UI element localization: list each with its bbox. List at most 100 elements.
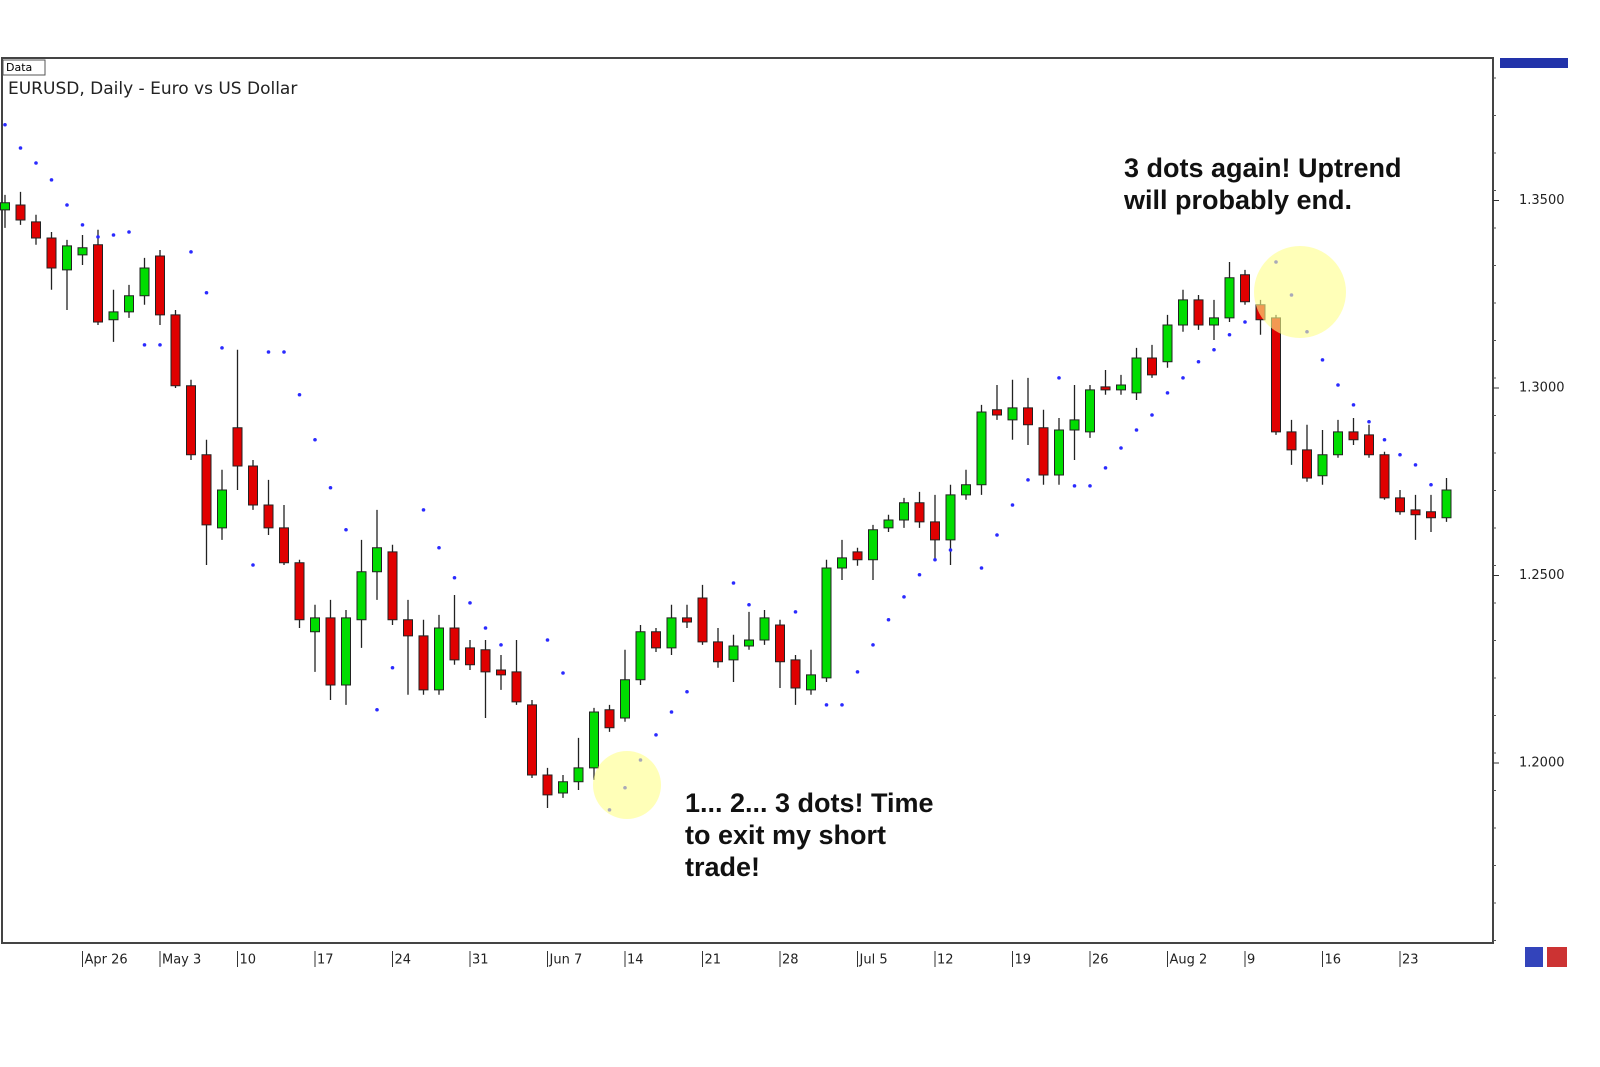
candle-body (170, 314, 181, 387)
sar-dot (1165, 391, 1170, 395)
candle-body (449, 627, 460, 661)
candle-body (728, 645, 739, 661)
sar-dot (933, 557, 937, 562)
candle-body (77, 247, 88, 256)
sar-dot (1119, 446, 1123, 450)
candle-body (604, 709, 615, 729)
sar-dot (189, 250, 193, 254)
sar-dot (1134, 428, 1139, 432)
sar-dot (1181, 376, 1185, 380)
candle-body (744, 639, 754, 647)
sar-dot (793, 610, 798, 614)
sar-dot (855, 670, 860, 674)
sar-dot (3, 122, 7, 127)
sar-dot (18, 146, 23, 150)
candle-body (1240, 274, 1250, 303)
candle-body (46, 237, 57, 269)
candle-body (806, 674, 816, 691)
sar-dot (871, 643, 875, 647)
sar-dot (313, 437, 317, 442)
candle-body (651, 631, 661, 649)
candle-body (1224, 277, 1235, 319)
candle-body (620, 679, 630, 719)
candle-body (139, 267, 150, 297)
annotation: will probably end. (1123, 185, 1352, 215)
candle-body (1317, 454, 1328, 477)
sar-dot (731, 581, 736, 585)
sar-dot (685, 689, 689, 694)
sar-dot (1026, 478, 1030, 482)
candle-body (775, 624, 785, 663)
sar-dot (886, 617, 891, 622)
sar-dot (654, 733, 658, 737)
sar-dot (1057, 376, 1061, 380)
x-tick-label: 12 (937, 953, 954, 968)
candle-body (542, 774, 553, 796)
axis-header (1500, 58, 1568, 68)
y-tick-label: 1.3500 (1519, 193, 1565, 208)
sar-dot (220, 346, 224, 350)
candle-body (1441, 489, 1452, 519)
sar-dot (344, 527, 348, 532)
sar-dot (1413, 463, 1418, 467)
sar-dot (948, 548, 953, 552)
tag: Data (6, 61, 32, 74)
candle-body (418, 635, 429, 691)
candle-body (697, 597, 708, 643)
sar-dot (375, 707, 379, 712)
candle-body (976, 411, 987, 486)
sar-dot (483, 626, 488, 630)
sar-dot (158, 343, 162, 347)
candle-body (341, 617, 351, 686)
candle-body (930, 521, 940, 541)
y-tick-label: 1.3000 (1519, 381, 1565, 396)
sar-dot (1103, 466, 1108, 470)
sar-dot (917, 572, 922, 577)
candle-body (961, 484, 971, 496)
candle-body (1193, 299, 1204, 326)
candle-body (356, 571, 367, 621)
candle-body (511, 671, 522, 703)
candle-body (1209, 317, 1219, 326)
sar-dot (824, 703, 829, 707)
candle-body (852, 551, 863, 561)
x-tick-label: 16 (1325, 953, 1342, 968)
scroll-button (1547, 947, 1567, 967)
candle-body (790, 659, 801, 689)
candle-body (93, 244, 103, 323)
candle-body (403, 619, 413, 637)
sar-dot (1351, 403, 1356, 407)
sar-dot (390, 665, 395, 670)
candle-body (1379, 454, 1390, 499)
candle-body (155, 255, 165, 316)
candle-body (635, 631, 646, 681)
candle-body (496, 669, 506, 676)
candle-body (1100, 386, 1111, 391)
sar-dot (96, 235, 100, 239)
sar-dot (979, 566, 984, 570)
candle-body (682, 617, 692, 623)
candle-body (1038, 427, 1049, 476)
candle-body (294, 562, 305, 621)
candle-body (1085, 389, 1095, 433)
candle-body (201, 454, 212, 526)
candle-body (1007, 407, 1018, 421)
candle-body (434, 627, 444, 691)
sar-dot (840, 703, 844, 707)
candle-body (1162, 324, 1173, 363)
sar-dot (421, 508, 426, 512)
candle-body (992, 409, 1002, 416)
sar-dot (452, 575, 457, 580)
candle-body (1348, 431, 1359, 441)
y-tick-label: 1.2500 (1519, 568, 1565, 583)
sar-dot (34, 161, 38, 165)
candle-body (1410, 509, 1421, 516)
sar-dot (468, 601, 472, 605)
candle-body (883, 519, 894, 529)
highlight (1254, 246, 1346, 338)
x-tick-label: Apr 26 (85, 953, 128, 968)
sar-dot (1382, 437, 1387, 442)
sar-dot (1227, 332, 1232, 337)
candle-body (558, 781, 568, 794)
candle-body (279, 527, 289, 564)
